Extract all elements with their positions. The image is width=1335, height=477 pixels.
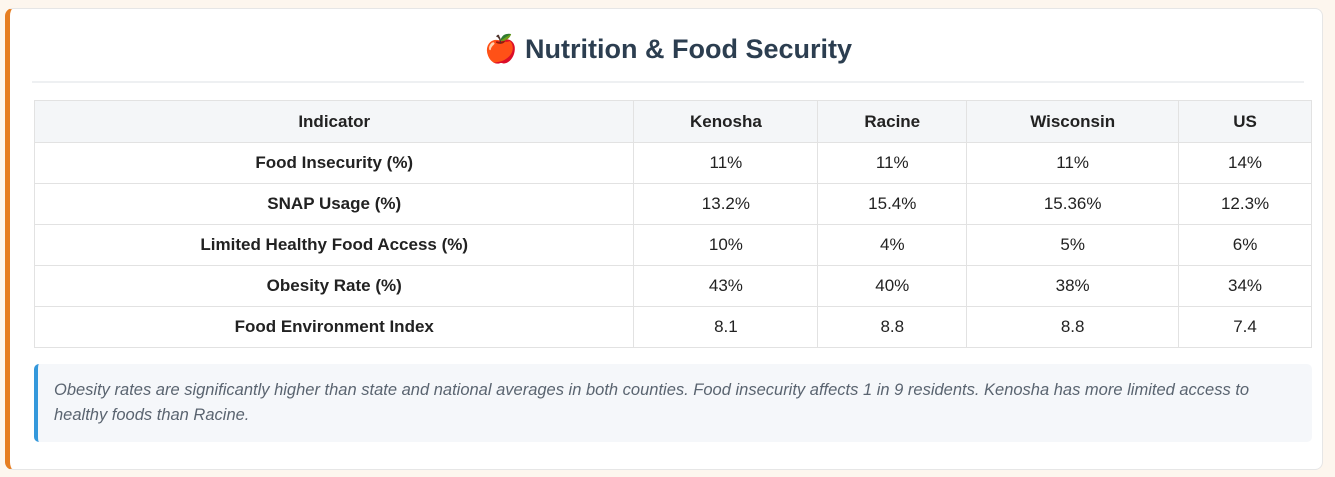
table-row: Limited Healthy Food Access (%) 10% 4% 5% 6% — [33, 224, 1312, 266]
table-row: Obesity Rate (%) 43% 40% 38% 34% — [33, 265, 1312, 307]
value-cell: 38% — [966, 265, 1180, 307]
value-cell: 11% — [817, 142, 968, 184]
value-cell: 8.8 — [966, 306, 1180, 348]
value-cell: 5% — [966, 224, 1180, 266]
indicator-cell: Food Environment Index — [33, 306, 635, 348]
indicator-cell: Limited Healthy Food Access (%) — [33, 224, 635, 266]
value-cell: 15.36% — [966, 183, 1180, 225]
value-cell: 40% — [817, 265, 968, 307]
table-row: Food Environment Index 8.1 8.8 8.8 7.4 — [33, 306, 1312, 348]
value-cell: 15.4% — [817, 183, 968, 225]
column-header: Indicator — [33, 100, 635, 143]
column-header: US — [1178, 100, 1312, 143]
value-cell: 8.8 — [817, 306, 968, 348]
column-header: Racine — [817, 100, 968, 143]
column-header: Wisconsin — [966, 100, 1180, 143]
value-cell: 7.4 — [1178, 306, 1312, 348]
card: 🍎 Nutrition & Food Security Indicator Ken… — [5, 8, 1323, 470]
column-header: Kenosha — [633, 100, 819, 143]
note: Obesity rates are significantly higher t… — [34, 364, 1312, 442]
value-cell: 43% — [633, 265, 819, 307]
indicator-cell: Food Insecurity (%) — [33, 142, 635, 184]
indicator-cell: SNAP Usage (%) — [33, 183, 635, 225]
value-cell: 14% — [1178, 142, 1312, 184]
value-cell: 11% — [966, 142, 1180, 184]
value-cell: 6% — [1178, 224, 1312, 266]
indicator-cell: Obesity Rate (%) — [33, 265, 635, 307]
value-cell: 34% — [1178, 265, 1312, 307]
value-cell: 10% — [633, 224, 819, 266]
table-row: SNAP Usage (%) 13.2% 15.4% 15.36% 12.3% — [33, 183, 1312, 225]
title: 🍎 Nutrition & Food Security — [32, 31, 1304, 83]
value-cell: 11% — [633, 142, 819, 184]
table-row: Food Insecurity (%) 11% 11% 11% 14% — [33, 142, 1312, 184]
table-body: Food Insecurity (%) 11% 11% 11% 14% SNAP Usag… — [33, 142, 1312, 348]
data-table: Indicator Kenosha Racine Wisconsin US Food I… — [33, 100, 1312, 348]
value-cell: 4% — [817, 224, 968, 266]
header-row: Indicator Kenosha Racine Wisconsin US — [33, 100, 1312, 143]
value-cell: 8.1 — [633, 306, 819, 348]
value-cell: 13.2% — [633, 183, 819, 225]
value-cell: 12.3% — [1178, 183, 1312, 225]
